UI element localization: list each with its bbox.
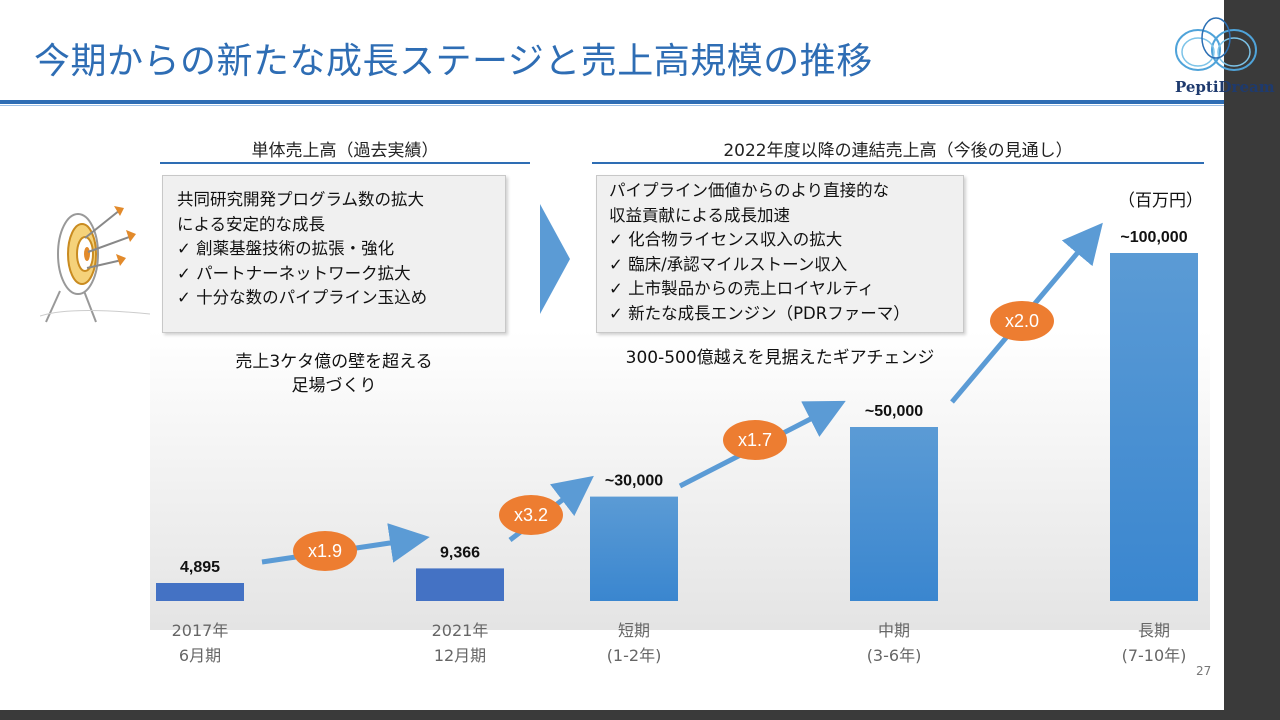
multiplier-label: x1.7 [738,430,772,450]
target-archery-icon [40,206,150,323]
left-note-line: 売上3ケタ億の壁を超える [235,352,433,372]
chart-background [150,330,1210,630]
left-section-heading: 単体売上高（過去実績） [251,141,439,161]
left-box-bullet: ✓ 十分な数のパイプライン玉込め [177,288,428,307]
x-tick-label: 短期 [618,621,650,640]
x-tick-label: 中期 [878,621,910,640]
left-box-bullet: ✓ 創薬基盤技術の拡張・強化 [177,239,395,258]
bar-value-label: 9,366 [440,544,480,561]
multiplier-badge [499,495,563,535]
left-section-rule [160,162,530,164]
multiplier-badge [990,301,1054,341]
x-tick-label: (1-2年) [607,646,662,665]
right-section-heading: 2022年度以降の連結売上高（今後の見通し） [723,141,1073,161]
right-box-bullet: ✓ 上市製品からの売上ロイヤルティ [609,279,875,298]
left-note: 売上3ケタ億の壁を超える 足場づくり [162,350,506,398]
right-note: 300-500億越えを見据えたギアチェンジ [625,348,935,368]
bar-1 [416,568,504,601]
x-tick-label: 12月期 [434,646,486,665]
right-section-rule [592,162,1204,164]
x-tick-label: 2021年 [432,621,489,640]
right-box-line: 収益貢献による成長加速 [609,205,791,225]
peptidream-logo-icon [1175,17,1257,71]
bar-value-label: 4,895 [180,559,220,576]
bar-value-label: ~50,000 [865,403,923,420]
unit-label: （百万円） [1118,191,1203,211]
multiplier-label: x3.2 [514,505,548,525]
bar-0 [156,583,244,601]
left-box-line: 共同研究開発プログラム数の拡大 [177,190,425,209]
left-box-line: による安定的な成長 [177,214,326,234]
multiplier-label: x2.0 [1005,311,1039,331]
bar-value-label: ~30,000 [605,473,663,490]
x-tick-label: (3-6年) [867,646,922,665]
bar-2 [590,496,678,601]
x-tick-label: 長期 [1138,621,1170,640]
x-tick-label: 2017年 [172,621,229,640]
multiplier-badge [293,531,357,571]
bar-4 [1110,253,1198,601]
multiplier-label: x1.9 [308,541,342,561]
right-info-box: パイプライン価値からのより直接的な 収益貢献による成長加速 ✓ 化合物ライセンス… [596,175,964,333]
title-underline [0,100,1224,104]
right-box-line: パイプライン価値からのより直接的な [609,181,890,200]
chevron-right-icon [540,204,570,314]
left-info-box: 共同研究開発プログラム数の拡大 による安定的な成長 ✓ 創薬基盤技術の拡張・強化… [162,175,506,333]
right-box-bullet: ✓ 臨床/承認マイルストーン収入 [609,254,848,274]
title-underline-thin [0,105,1224,106]
bar-value-label: ~100,000 [1120,229,1187,246]
bar-3 [850,427,938,601]
left-box-bullet: ✓ パートナーネットワーク拡大 [177,263,411,283]
left-note-line: 足場づくり [291,376,377,396]
logo-text: PeptiDream [1175,78,1275,96]
x-tick-label: (7-10年) [1122,646,1187,665]
page-number: 27 [1196,664,1212,678]
right-box-bullet: ✓ 新たな成長エンジン（PDRファーマ） [609,303,910,323]
x-tick-label: 6月期 [179,646,221,665]
right-box-bullet: ✓ 化合物ライセンス収入の拡大 [609,230,843,249]
page-title: 今期からの新たな成長ステージと売上高規模の推移 [34,41,873,82]
multiplier-badge [723,420,787,460]
